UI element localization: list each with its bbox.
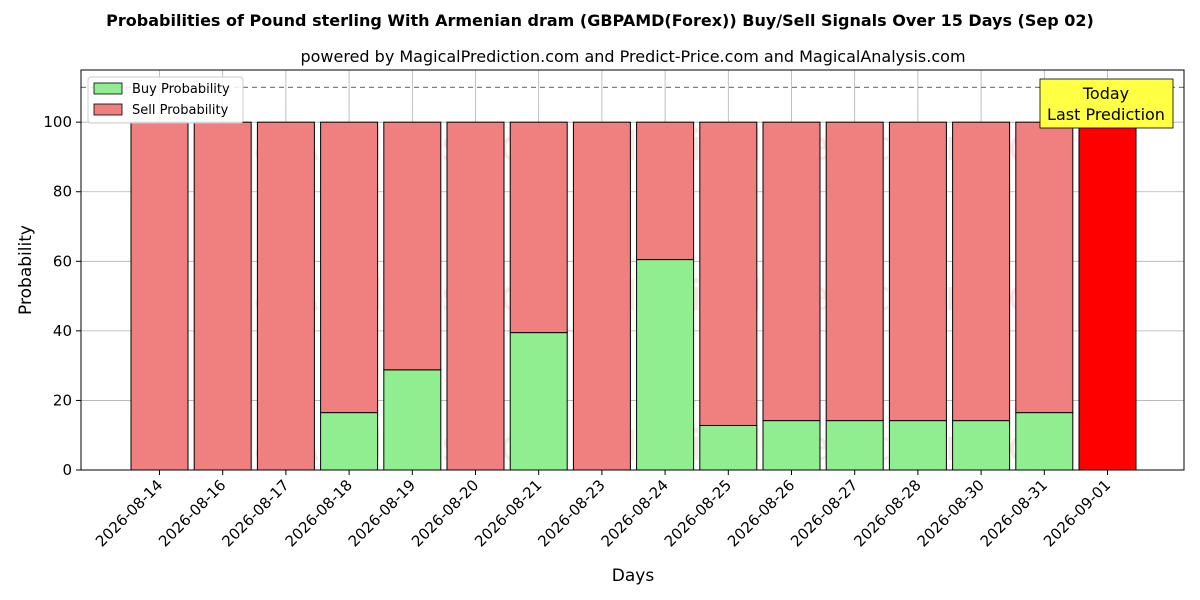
x-tick-label-2026-08-19: 2026-08-19 [345,476,419,550]
today-annotation-line1: Today [1082,84,1129,103]
bar-buy-2026-08-24 [636,259,695,471]
bar-sell-2026-09-01 [1078,121,1137,471]
bar-sell-2026-08-31 [1015,121,1074,414]
bar-buy-2026-08-27 [825,420,884,471]
x-tick-label-2026-09-01: 2026-09-01 [1040,476,1114,550]
x-axis-label: Days [612,566,655,586]
legend-swatch-buy [93,82,123,95]
bar-sell-2026-08-25 [699,121,758,426]
x-tick-label-2026-08-24: 2026-08-24 [598,476,672,550]
bar-sell-2026-08-26 [762,121,821,422]
bar-sell-2026-08-27 [825,121,884,422]
today-annotation-line2: Last Prediction [1047,105,1165,124]
bar-sell-2026-08-23 [572,121,631,471]
bar-buy-2026-08-21 [509,332,568,471]
y-tick-label-60: 60 [53,252,72,270]
x-tick-label-2026-08-17: 2026-08-17 [218,476,292,550]
bar-sell-2026-08-19 [383,121,442,371]
legend-swatch-sell [93,103,123,116]
bar-sell-2026-08-18 [320,121,379,414]
x-tick-label-2026-08-18: 2026-08-18 [282,476,356,550]
x-tick-label-2026-08-28: 2026-08-28 [850,476,924,550]
y-tick-label-100: 100 [43,113,72,131]
y-tick-label-80: 80 [53,183,72,201]
bar-buy-2026-08-28 [888,420,947,471]
legend-label-sell: Sell Probability [132,103,229,118]
y-tick-label-40: 40 [53,322,72,340]
y-axis-label: Probability [16,225,36,315]
bar-sell-2026-08-28 [888,121,947,422]
bar-buy-2026-08-25 [699,424,758,471]
bars [130,121,1137,471]
bar-sell-2026-08-14 [130,121,189,471]
x-tick-label-2026-08-14: 2026-08-14 [92,476,166,550]
plot-frame [80,69,1185,471]
bar-sell-2026-08-20 [446,121,505,471]
bar-buy-2026-08-19 [383,369,442,471]
bar-buy-2026-08-30 [952,420,1011,471]
x-tick-label-2026-08-21: 2026-08-21 [471,476,545,550]
today-annotation-bg [1039,78,1174,129]
x-tick-label-2026-08-26: 2026-08-26 [724,476,798,550]
legend: Buy Probability Sell Probability [87,76,244,124]
legend-box [87,76,244,124]
x-tick-label-2026-08-31: 2026-08-31 [977,476,1051,550]
legend-label-buy: Buy Probability [132,82,230,97]
x-tick-label-2026-08-25: 2026-08-25 [661,476,735,550]
bar-sell-2026-08-16 [193,121,252,471]
y-axis-ticks: 0 20 40 60 80 100 [43,113,81,479]
bar-sell-2026-08-17 [256,121,315,471]
bar-sell-2026-08-30 [952,121,1011,422]
x-tick-label-2026-08-27: 2026-08-27 [787,476,861,550]
bar-sell-2026-08-21 [509,121,568,334]
x-tick-label-2026-08-23: 2026-08-23 [534,476,608,550]
bar-buy-2026-08-18 [320,412,379,471]
bar-buy-2026-08-31 [1015,412,1074,471]
x-tick-label-2026-08-20: 2026-08-20 [408,476,482,550]
chart-subtitle: powered by MagicalPrediction.com and Pre… [300,47,965,66]
x-tick-label-2026-08-30: 2026-08-30 [914,476,988,550]
x-tick-label-2026-08-16: 2026-08-16 [155,476,229,550]
x-axis-ticks: 2026-08-142026-08-162026-08-172026-08-18… [92,470,1114,550]
today-annotation: Today Last Prediction [1039,78,1174,129]
bar-sell-2026-08-24 [636,121,695,261]
chart-title: Probabilities of Pound sterling With Arm… [106,11,1094,30]
bar-buy-2026-08-26 [762,420,821,471]
y-tick-label-0: 0 [62,461,72,479]
y-tick-label-20: 20 [53,391,72,409]
